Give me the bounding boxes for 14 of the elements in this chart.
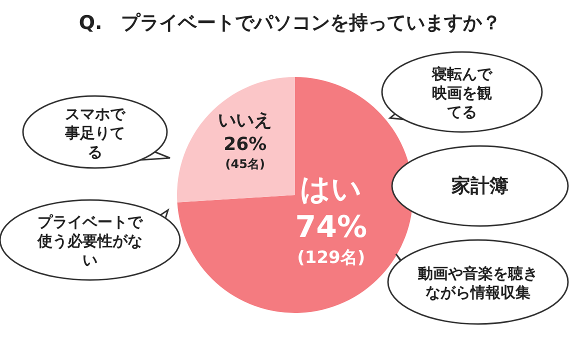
data-label: 26% <box>224 134 267 156</box>
slice-label: はい <box>300 172 362 207</box>
pie-slice <box>177 77 413 313</box>
text: 寝転んで映画を観てる <box>431 65 493 121</box>
slice-label: いいえ <box>218 110 272 132</box>
chart-title: Q. プライベートでパソコンを持っていますか？ <box>78 11 502 36</box>
text: (45名) <box>225 157 265 172</box>
text: プライベートで使う必要性がない <box>36 213 144 269</box>
text: (129名) <box>297 248 366 268</box>
text: 家計簿 <box>450 175 508 197</box>
data-label: 74% <box>295 210 368 245</box>
text: スマホで事足りてる <box>64 105 126 161</box>
pie-slice <box>177 77 295 202</box>
text: 動画や音楽を聴きながら情報収集 <box>417 264 538 302</box>
